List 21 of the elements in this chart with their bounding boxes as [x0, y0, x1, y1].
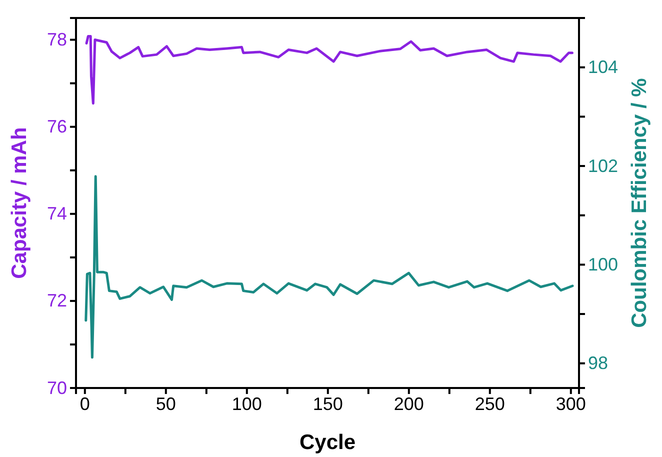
y2-tick-label: 104 [588, 57, 618, 78]
y-tick-label: 72 [46, 290, 67, 311]
y2-tick-label: 100 [588, 254, 618, 274]
x-axis-title: Cycle [299, 431, 356, 454]
x-tick-label: 250 [474, 394, 505, 414]
x-tick-label: 50 [156, 394, 176, 414]
x-tick-label: 100 [232, 394, 262, 414]
x-tick-label: 150 [312, 394, 343, 414]
y-tick-label: 74 [46, 204, 67, 224]
x-tick-label: 200 [394, 394, 424, 414]
y-tick-label: 70 [46, 378, 67, 398]
y2-axis-title: Coulombic Efficiency / % [628, 78, 651, 328]
y-tick-label: 78 [46, 30, 67, 50]
y-axis-title: Capacity / mAh [8, 127, 31, 279]
line-series [84, 175, 574, 359]
y2-tick-label: 98 [588, 353, 608, 374]
line-series [85, 35, 574, 105]
x-tick-label: 300 [556, 394, 586, 414]
y-tick-label: 76 [46, 116, 67, 137]
y2-tick-label: 102 [588, 156, 618, 176]
x-tick-label: 0 [80, 394, 90, 414]
